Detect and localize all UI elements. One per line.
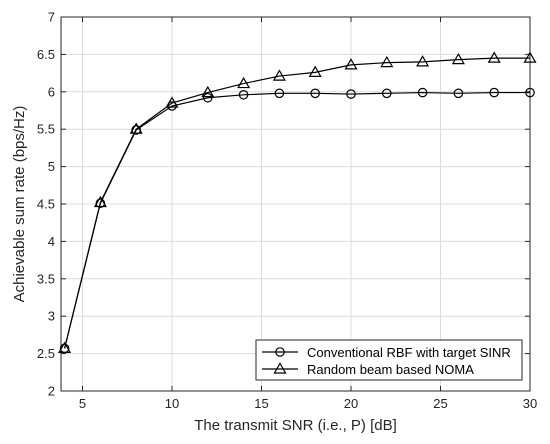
data-point-triangle [487, 51, 501, 63]
legend-marker-circle [275, 347, 285, 357]
data-point-triangle [58, 341, 72, 353]
data-point-triangle [129, 122, 143, 134]
data-point-circle [274, 88, 285, 99]
y-tick-label: 5.5 [37, 122, 55, 137]
data-point-triangle [272, 69, 286, 81]
x-tick-label: 5 [79, 396, 86, 411]
data-point-circle [238, 89, 249, 100]
legend: Conventional RBF with target SINR Random… [255, 339, 523, 381]
data-point-circle [381, 88, 392, 99]
y-tick-label: 3.5 [37, 271, 55, 286]
x-tick-label: 15 [254, 396, 268, 411]
series-line-conventional-rbf [63, 91, 530, 349]
y-tick-label: 2.5 [37, 346, 55, 361]
series-line-random-beam-noma [63, 57, 530, 349]
data-point-circle [489, 87, 499, 98]
y-tick-label: 4.5 [37, 197, 55, 212]
data-point-circle [202, 92, 213, 103]
x-tick-label: 30 [523, 396, 537, 411]
y-tick-label: 7 [48, 10, 55, 25]
y-tick-label: 2 [48, 384, 55, 399]
x-axis-label: The transmit SNR (i.e., P) [dB] [194, 417, 397, 434]
data-point-triangle [237, 76, 251, 89]
y-axis-label: Achievable sum rate (bps/Hz) [11, 106, 28, 303]
legend-marker-triangle [273, 362, 287, 374]
legend-label-conventional: Conventional RBF with target SINR [307, 345, 511, 360]
y-tick-label: 6 [48, 84, 55, 99]
y-tick-label: 3 [48, 309, 55, 324]
y-tick-label: 5 [48, 159, 55, 174]
y-tick-label: 6.5 [37, 47, 55, 62]
data-point-triangle [380, 55, 394, 68]
data-point-triangle [93, 195, 107, 208]
x-tick-label: 20 [344, 396, 358, 411]
data-point-triangle [416, 55, 430, 67]
x-tick-label: 10 [165, 396, 179, 411]
data-point-triangle [308, 65, 322, 77]
data-point-triangle [165, 96, 179, 108]
data-point-triangle [201, 85, 215, 98]
y-tick-label: 4 [48, 234, 55, 249]
data-point-circle [417, 87, 428, 98]
data-point-triangle [451, 52, 465, 65]
axis-ticks: 5 10 15 20 25 30 2 2.5 3 3.5 4 4.5 5 5.5 6 6.5 7 [37, 10, 537, 412]
data-point-triangle [344, 58, 358, 70]
legend-label-noma: Random beam based NOMA [307, 362, 474, 377]
data-point-triangle [523, 51, 537, 63]
legend-box [255, 339, 523, 381]
x-tick-label: 25 [433, 396, 447, 411]
data-point-circle [310, 88, 320, 99]
data-point-circle [346, 89, 356, 99]
series-layer [58, 51, 537, 354]
data-point-circle [525, 87, 535, 98]
data-point-circle [453, 88, 464, 99]
